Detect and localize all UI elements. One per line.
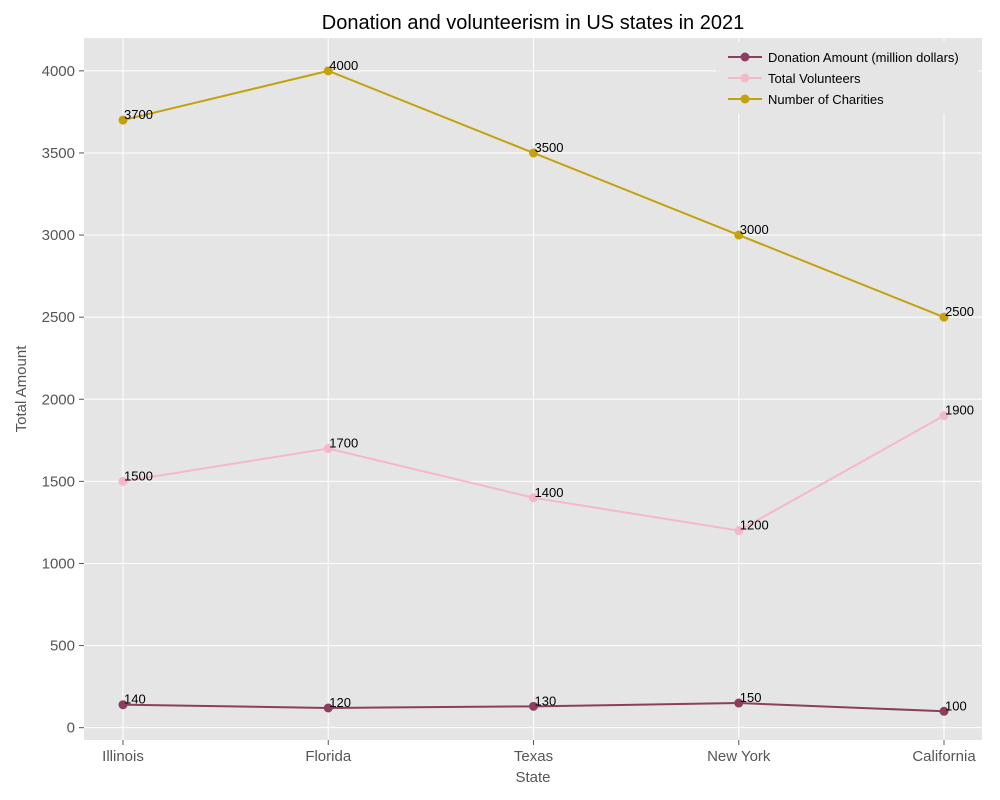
data-label: 130 <box>535 693 557 708</box>
data-label: 1700 <box>329 436 358 451</box>
data-label: 1500 <box>124 468 153 483</box>
data-label: 120 <box>329 695 351 710</box>
y-axis-ticks: 0 500 1000 1500 2000 2500 3000 3500 4000 <box>42 63 84 737</box>
x-tick-label: Florida <box>305 748 352 765</box>
legend: Donation Amount (million dollars) Total V… <box>716 42 978 114</box>
data-point <box>529 493 538 503</box>
legend-label: Number of Charities <box>768 92 884 107</box>
data-label: 3000 <box>740 222 769 237</box>
y-tick-label: 3500 <box>42 145 75 162</box>
legend-swatch-marker <box>740 52 750 62</box>
data-label: 1900 <box>945 403 974 418</box>
data-point <box>323 66 333 76</box>
data-point <box>734 698 744 708</box>
data-point <box>323 703 333 713</box>
legend-label: Total Volunteers <box>768 71 861 86</box>
data-point <box>939 411 949 421</box>
y-tick-label: 4000 <box>42 63 75 80</box>
grid-lines <box>84 38 982 740</box>
legend-swatch-marker <box>740 94 750 104</box>
x-tick-label: Illinois <box>102 748 144 765</box>
data-point <box>939 312 949 322</box>
y-axis-title: Total Amount <box>13 345 30 433</box>
x-tick-label: California <box>912 748 976 765</box>
data-label: 3700 <box>124 107 153 122</box>
x-tick-label: Texas <box>514 748 553 765</box>
y-tick-label: 0 <box>67 720 75 737</box>
data-point <box>323 444 333 454</box>
legend-swatch-marker <box>740 73 750 83</box>
data-point <box>734 230 744 240</box>
data-point <box>118 700 128 710</box>
x-tick-label: New York <box>707 748 771 765</box>
y-tick-label: 500 <box>50 638 75 655</box>
data-label: 150 <box>740 690 762 705</box>
y-tick-label: 1000 <box>42 555 75 572</box>
y-tick-label: 2000 <box>42 391 75 408</box>
data-label: 1400 <box>535 485 564 500</box>
data-label: 2500 <box>945 304 974 319</box>
data-point <box>118 476 128 486</box>
chart-title: Donation and volunteerism in US states i… <box>322 12 744 34</box>
x-axis-ticks: Illinois Florida Texas New York California <box>102 740 976 765</box>
data-point <box>529 701 538 711</box>
legend-label: Donation Amount (million dollars) <box>768 50 959 65</box>
data-point <box>529 148 538 158</box>
y-tick-label: 2500 <box>42 309 75 326</box>
data-label: 3500 <box>535 140 564 155</box>
series-lines <box>118 66 949 716</box>
data-label: 140 <box>124 692 146 707</box>
data-point <box>118 115 128 125</box>
data-label: 1200 <box>740 518 769 533</box>
data-label: 100 <box>945 698 967 713</box>
x-axis-title: State <box>515 769 550 786</box>
data-label: 4000 <box>329 58 358 73</box>
data-labels: 140 120 130 150 100 1500 1700 1400 1200 1900 3700 4… <box>124 58 974 713</box>
y-tick-label: 1500 <box>42 473 75 490</box>
y-tick-label: 3000 <box>42 227 75 244</box>
data-point <box>734 526 744 536</box>
data-point <box>939 706 949 716</box>
